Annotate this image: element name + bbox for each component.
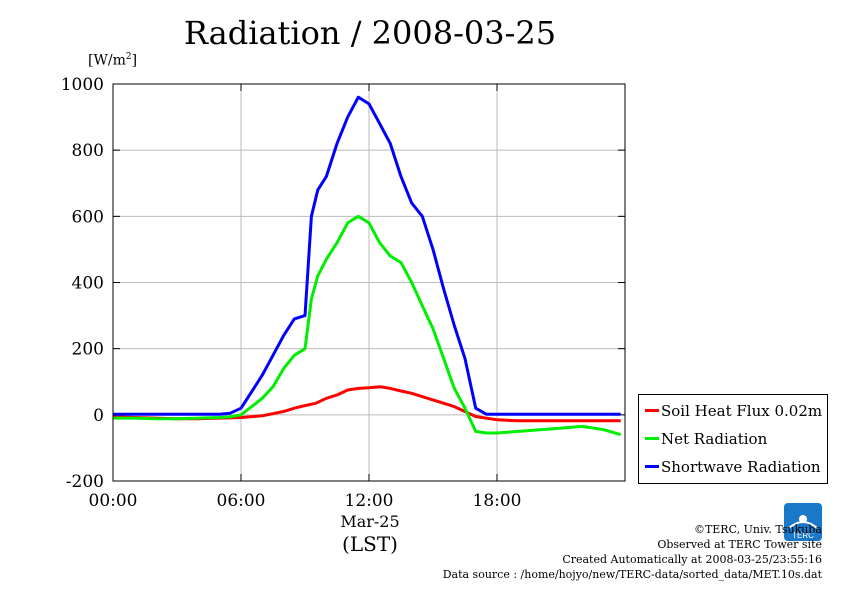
legend-item-shortwave-radiation: Shortwave Radiation (639, 457, 825, 477)
legend-item-net-radiation: Net Radiation (639, 429, 825, 449)
chart-legend: Soil Heat Flux 0.02m Net Radiation Short… (638, 394, 828, 484)
logo-text: TERC (792, 531, 814, 540)
x-tick-label: 06:00 (217, 491, 266, 511)
series-line (113, 214, 622, 437)
x-axis-timezone-label: (LST) (342, 532, 398, 556)
chart-title: Radiation / 2008-03-25 (183, 14, 557, 52)
legend-swatch-shortwave-radiation (645, 465, 659, 468)
credits-block: ©TERC, Univ. Tsukuba Observed at TERC To… (443, 522, 822, 582)
x-tick-label: 18:00 (473, 491, 522, 511)
x-tick-label: 00:00 (89, 491, 138, 511)
y-tick-label: 0 (93, 406, 104, 426)
terc-logo: TERC (784, 503, 822, 541)
credit-observed: Observed at TERC Tower site (657, 538, 822, 551)
y-tick-label: -200 (66, 472, 104, 492)
y-tick-label: 400 (72, 274, 104, 294)
y-tick-label: 200 (72, 340, 104, 360)
legend-label-soil-heat-flux: Soil Heat Flux 0.02m (661, 402, 823, 420)
legend-label-net-radiation: Net Radiation (661, 430, 768, 448)
x-tick-label: 12:00 (345, 491, 394, 511)
legend-label-shortwave-radiation: Shortwave Radiation (661, 458, 821, 476)
plot-frame (112, 83, 626, 482)
unit-superscript: 2 (125, 52, 132, 62)
credit-source: Data source : /home/hojyo/new/TERC-data/… (442, 568, 822, 581)
x-axis-date-label: Mar-25 (340, 512, 400, 531)
legend-swatch-net-radiation (645, 437, 659, 440)
unit-text: [W/m (88, 52, 126, 69)
credit-created: Created Automatically at 2008-03-25/23:5… (562, 553, 822, 566)
y-tick-label: 600 (72, 207, 104, 227)
y-axis-unit-label: [W/m2] (88, 52, 137, 69)
credit-copyright: ©TERC, Univ. Tsukuba (693, 523, 822, 536)
unit-close: ] (131, 52, 138, 69)
legend-swatch-soil-heat-flux (645, 409, 659, 412)
y-tick-label: 1000 (61, 75, 104, 95)
legend-item-soil-heat-flux: Soil Heat Flux 0.02m (639, 401, 825, 421)
y-tick-label: 800 (72, 141, 104, 161)
series-line (113, 95, 621, 416)
